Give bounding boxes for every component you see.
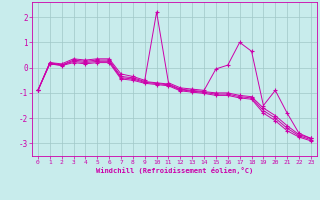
X-axis label: Windchill (Refroidissement éolien,°C): Windchill (Refroidissement éolien,°C)	[96, 167, 253, 174]
